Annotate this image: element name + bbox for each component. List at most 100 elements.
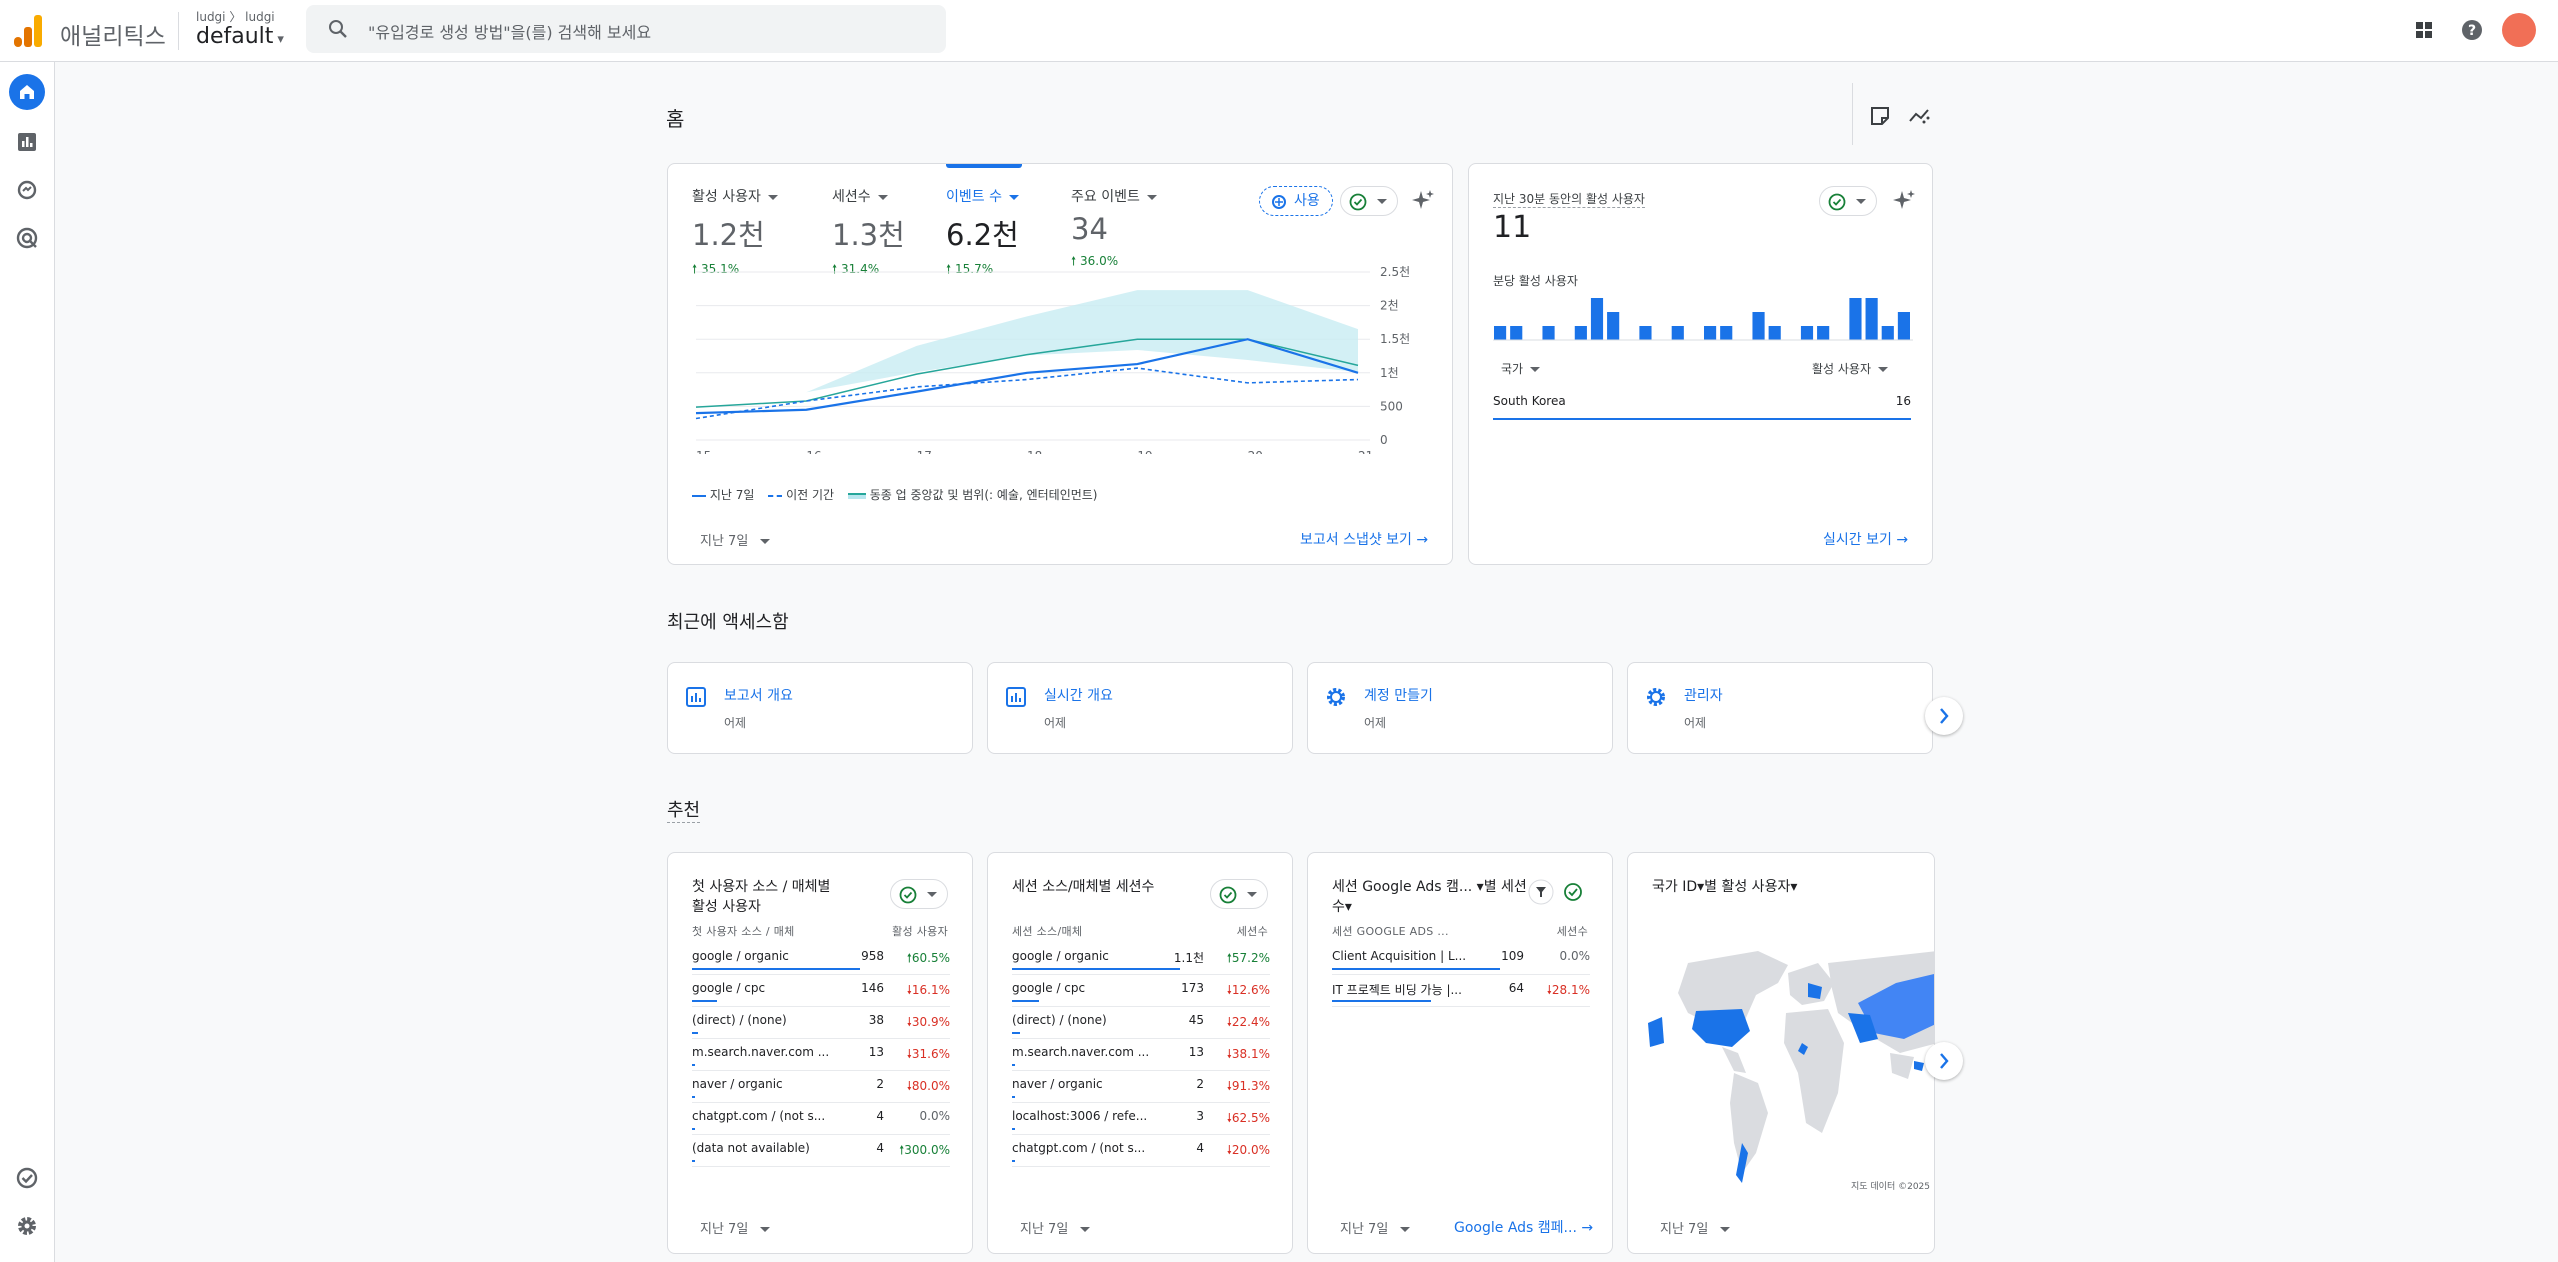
note-icon[interactable] — [1868, 104, 1892, 128]
minute-bar[interactable] — [1704, 326, 1717, 340]
per-minute-bar-chart[interactable] — [1493, 292, 1913, 342]
help-icon[interactable]: ? — [2458, 16, 2486, 44]
insights-check-icon[interactable] — [13, 1164, 41, 1192]
page-title: 홈 — [666, 107, 685, 131]
search-bar[interactable]: "유입경로 생성 방법"을(를) 검색해 보세요 — [306, 5, 946, 53]
rec-card-first-user-source: 첫 사용자 소스 / 매체별 활성 사용자 첫 사용자 소스 / 매체 활성 사… — [667, 852, 973, 1254]
minute-bar[interactable] — [1881, 326, 1894, 340]
y-tick-label: 1.5천 — [1380, 331, 1410, 346]
table-row[interactable]: South Korea 16 — [1493, 388, 1911, 420]
insights-trend-icon[interactable] — [1908, 104, 1932, 128]
recent-item[interactable]: 실시간 개요 어제 — [987, 662, 1293, 754]
dropdown-icon — [767, 194, 778, 200]
settings-gear-icon[interactable] — [13, 1212, 41, 1240]
row-change: 🠗80.0% — [906, 1079, 950, 1093]
search-input[interactable]: "유입경로 생성 방법"을(를) 검색해 보세요 — [368, 23, 652, 42]
country-dimension-selector[interactable]: 국가 — [1501, 360, 1541, 377]
table-row[interactable]: (data not available) 4 🠕300.0% — [692, 1135, 950, 1167]
reports-icon[interactable] — [13, 128, 41, 156]
table-row[interactable]: chatgpt.com / (not s... 4 🠗20.0% — [1012, 1135, 1270, 1167]
explore-icon[interactable] — [13, 176, 41, 204]
minute-bar[interactable] — [1800, 326, 1814, 340]
sparkle-insights-icon[interactable] — [1410, 188, 1436, 214]
recommended-next-button[interactable] — [1925, 1042, 1963, 1080]
world-map[interactable] — [1638, 943, 1935, 1203]
app-name: 애널리틱스 — [60, 24, 166, 50]
row-bar — [1012, 1096, 1015, 1098]
minute-bar[interactable] — [1849, 298, 1862, 340]
sparkle-insights-icon[interactable] — [1891, 188, 1917, 214]
metric-active-users[interactable]: 활성 사용자 1.2천 🠕 35.1% — [692, 186, 778, 281]
dropdown-icon — [1720, 1227, 1731, 1232]
date-range-selector[interactable]: 지난 7일 — [1020, 1218, 1091, 1237]
date-range-selector[interactable]: 지난 7일 — [700, 1218, 771, 1237]
minute-bar[interactable] — [1752, 312, 1765, 340]
row-label: m.search.naver.com ... — [1012, 1045, 1150, 1059]
date-range-selector[interactable]: 지난 7일 — [1340, 1218, 1411, 1237]
apps-grid-icon[interactable] — [2410, 16, 2438, 44]
filter-icon[interactable] — [1528, 879, 1554, 905]
table-row[interactable]: IT 프로젝트 비딩 가능 |... 64 🠗28.1% — [1332, 975, 1590, 1007]
minute-bar[interactable] — [1720, 326, 1733, 340]
users-metric-selector[interactable]: 활성 사용자 — [1812, 360, 1888, 377]
table-row[interactable]: naver / organic 2 🠗91.3% — [1012, 1071, 1270, 1103]
avatar[interactable] — [2502, 13, 2536, 47]
table-row[interactable]: google / cpc 173 🠗12.6% — [1012, 975, 1270, 1007]
metric-key-events[interactable]: 주요 이벤트 34 🠕 36.0% — [1071, 186, 1157, 273]
table-row[interactable]: Client Acquisition | L... 109 0.0% — [1332, 943, 1590, 975]
table-row[interactable]: google / cpc 146 🠗16.1% — [692, 975, 950, 1007]
arrow-right-icon: → — [1896, 532, 1909, 548]
benchmark-use-badge[interactable]: 사용 — [1259, 186, 1333, 216]
table-row[interactable]: m.search.naver.com ... 13 🠗31.6% — [692, 1039, 950, 1071]
view-realtime-link[interactable]: 실시간 보기 → — [1823, 532, 1909, 548]
recent-item-subtitle: 어제 — [724, 716, 747, 730]
minute-bar[interactable] — [1574, 326, 1587, 340]
check-circle-icon[interactable] — [1560, 879, 1586, 905]
row-bar — [692, 1096, 695, 1098]
home-nav-button[interactable] — [9, 74, 45, 110]
card-status-dropdown[interactable] — [890, 879, 948, 909]
property-selector[interactable]: default ▾ — [196, 24, 284, 49]
table-row[interactable]: localhost:3006 / refe... 3 🠗62.5% — [1012, 1103, 1270, 1135]
rec-card-session-source: 세션 소스/매체별 세션수 세션 소스/매체 세션수 google / orga… — [987, 852, 1293, 1254]
row-value: 958 — [861, 949, 884, 963]
minute-bar[interactable] — [1897, 312, 1910, 340]
minute-bar[interactable] — [1671, 326, 1684, 340]
recent-item[interactable]: 보고서 개요 어제 — [667, 662, 973, 754]
minute-bar[interactable] — [1494, 326, 1507, 340]
recent-next-button[interactable] — [1925, 697, 1963, 735]
column-header: 세션수 — [1236, 925, 1268, 938]
recent-item[interactable]: 관리자 어제 — [1627, 662, 1933, 754]
card-status-dropdown[interactable] — [1210, 879, 1268, 909]
view-snapshot-link[interactable]: 보고서 스냅샷 보기 → — [1300, 532, 1429, 548]
table-row[interactable]: m.search.naver.com ... 13 🠗38.1% — [1012, 1039, 1270, 1071]
y-tick-label: 500 — [1380, 399, 1403, 413]
svg-text:?: ? — [2468, 23, 2476, 39]
minute-bar[interactable] — [1607, 312, 1620, 340]
table-row[interactable]: (direct) / (none) 38 🠗30.9% — [692, 1007, 950, 1039]
realtime-status-dropdown[interactable] — [1819, 186, 1877, 216]
google-ads-campaign-link[interactable]: Google Ads 캠페... → — [1454, 1220, 1594, 1236]
table-row[interactable]: (direct) / (none) 45 🠗22.4% — [1012, 1007, 1270, 1039]
date-range-selector[interactable]: 지난 7일 — [1660, 1218, 1731, 1237]
table-row[interactable]: google / organic 1.1천 🠕57.2% — [1012, 943, 1270, 975]
minute-bar[interactable] — [1590, 298, 1604, 340]
minute-bar[interactable] — [1510, 326, 1523, 340]
table-row[interactable]: google / organic 958 🠕60.5% — [692, 943, 950, 975]
advertising-icon[interactable] — [13, 224, 41, 252]
minute-bar[interactable] — [1542, 326, 1555, 340]
table-row[interactable]: chatgpt.com / (not s... 4 0.0% — [692, 1103, 950, 1135]
table-row[interactable]: naver / organic 2 🠗80.0% — [692, 1071, 950, 1103]
minute-bar[interactable] — [1768, 326, 1781, 340]
comparison-status-dropdown[interactable] — [1340, 186, 1398, 216]
recent-item[interactable]: 계정 만들기 어제 — [1307, 662, 1613, 754]
minute-bar[interactable] — [1639, 326, 1652, 340]
row-label: localhost:3006 / refe... — [1012, 1109, 1148, 1123]
analytics-logo[interactable] — [14, 15, 42, 47]
account-breadcrumb[interactable]: ludgi 〉 ludgi — [196, 10, 275, 24]
metric-value: 1.3천 — [832, 218, 905, 252]
date-range-selector[interactable]: 지난 7일 — [700, 530, 771, 549]
minute-bar[interactable] — [1865, 298, 1878, 340]
minute-bar[interactable] — [1817, 326, 1830, 340]
